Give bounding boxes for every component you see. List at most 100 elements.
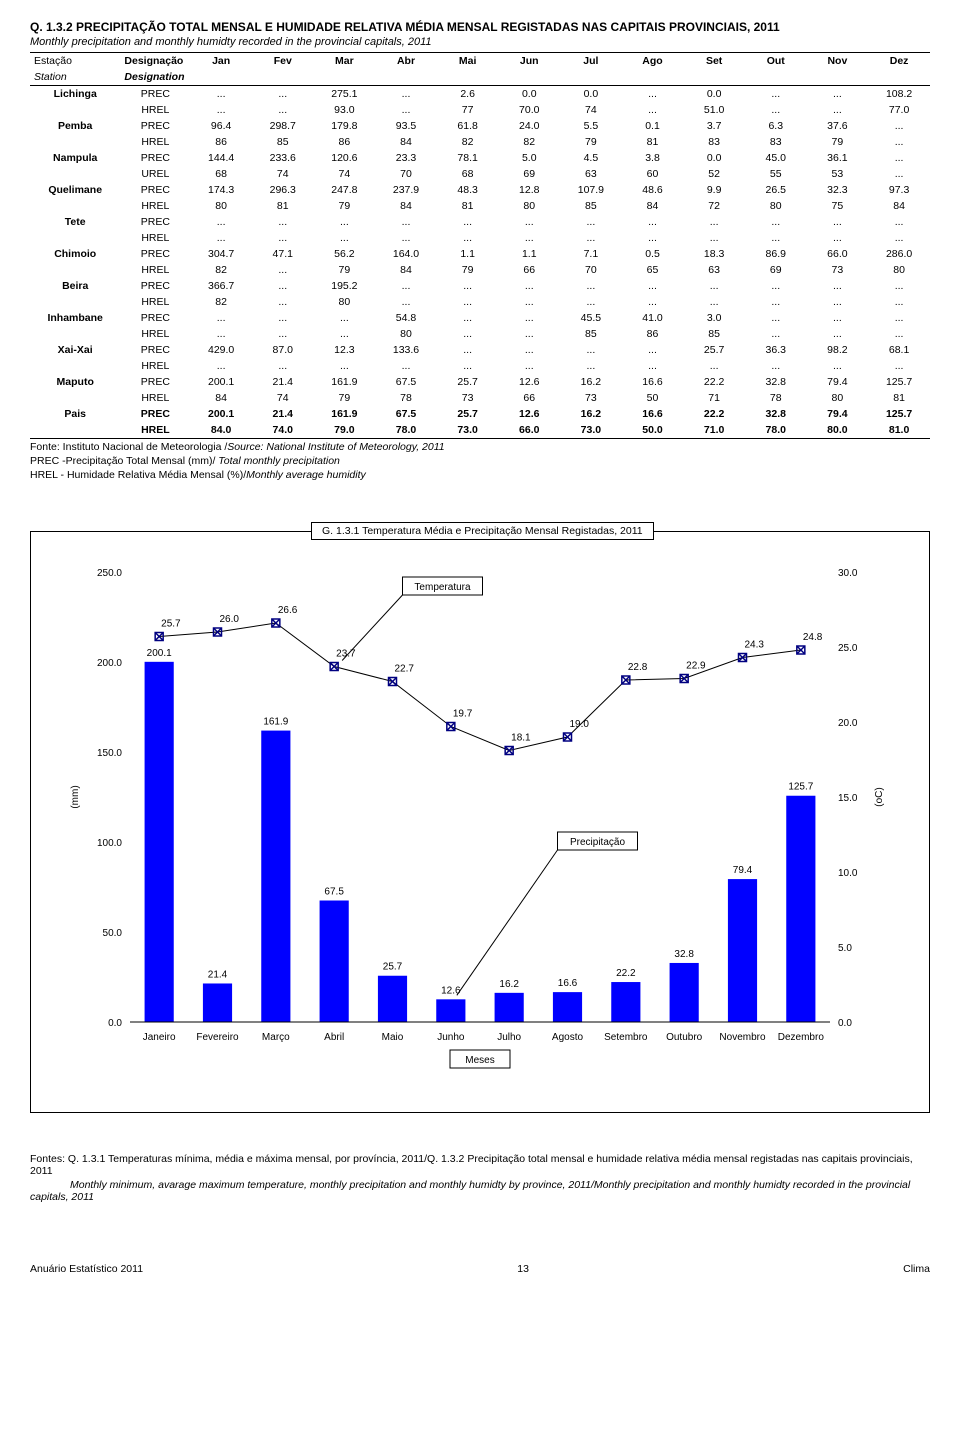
cell-value: 82 xyxy=(437,134,499,150)
hdr-station-en: Station xyxy=(30,69,120,86)
y2-tick: 10.0 xyxy=(838,868,858,879)
cell-value: 161.9 xyxy=(314,406,376,422)
cell-value: 0.0 xyxy=(498,86,560,103)
footer-left: Anuário Estatístico 2011 xyxy=(30,1263,143,1275)
cell-value: 51.0 xyxy=(683,102,745,118)
hdr-out: Out xyxy=(745,53,807,70)
cell-value: 71 xyxy=(683,390,745,406)
cell-value: ... xyxy=(498,310,560,326)
cell-value: 0.5 xyxy=(622,246,684,262)
cell-value: 84 xyxy=(375,198,437,214)
cell-value: 78 xyxy=(375,390,437,406)
y1-tick: 0.0 xyxy=(108,1018,122,1029)
cell-designation: PREC xyxy=(120,118,190,134)
cell-station xyxy=(30,326,120,342)
cell-value: ... xyxy=(314,358,376,374)
cell-value: 74 xyxy=(252,166,314,182)
cell-value: ... xyxy=(375,294,437,310)
cell-value: 98.2 xyxy=(807,342,869,358)
cell-station: Chimoio xyxy=(30,246,120,262)
bar-label: 25.7 xyxy=(383,962,403,973)
cell-designation: PREC xyxy=(120,86,190,103)
cell-designation: HREL xyxy=(120,262,190,278)
cell-station: Inhambane xyxy=(30,310,120,326)
cell-value: 22.2 xyxy=(683,374,745,390)
cell-value: 237.9 xyxy=(375,182,437,198)
cell-value: 16.2 xyxy=(560,374,622,390)
cell-value: ... xyxy=(190,358,252,374)
cell-value: 12.6 xyxy=(498,374,560,390)
cell-designation: PREC xyxy=(120,310,190,326)
cell-value: ... xyxy=(437,358,499,374)
cell-value: 80.0 xyxy=(807,422,869,439)
cell-designation: UREL xyxy=(120,166,190,182)
cell-value: 2.6 xyxy=(437,86,499,103)
cell-value: ... xyxy=(807,214,869,230)
cell-station: Beira xyxy=(30,278,120,294)
cell-value: ... xyxy=(622,278,684,294)
callout-prec-leader xyxy=(457,850,558,995)
cell-value: ... xyxy=(868,150,930,166)
cell-value: 21.4 xyxy=(252,406,314,422)
category-label: Fevereiro xyxy=(196,1032,239,1043)
cell-value: 82 xyxy=(498,134,560,150)
table-title: Q. 1.3.2 PRECIPITAÇÃO TOTAL MENSAL E HUM… xyxy=(30,20,930,34)
cell-value: 25.7 xyxy=(437,374,499,390)
note-source: Fonte: Instituto Nacional de Meteorologi… xyxy=(30,441,227,453)
cell-value: 55 xyxy=(745,166,807,182)
table-subtitle: Monthly precipitation and monthly humidt… xyxy=(30,36,930,48)
cell-value: 247.8 xyxy=(314,182,376,198)
cell-value: 5.0 xyxy=(498,150,560,166)
cell-value: 70 xyxy=(560,262,622,278)
cell-value: 304.7 xyxy=(190,246,252,262)
hdr-desig-en: Designation xyxy=(120,69,190,86)
cell-value: 23.3 xyxy=(375,150,437,166)
cell-value: 275.1 xyxy=(314,86,376,103)
category-label: Março xyxy=(262,1032,290,1043)
cell-value: 82 xyxy=(190,294,252,310)
cell-value: 12.6 xyxy=(498,406,560,422)
cell-value: 5.5 xyxy=(560,118,622,134)
cell-station: Maputo xyxy=(30,374,120,390)
cell-value: ... xyxy=(375,358,437,374)
cell-value: 45.0 xyxy=(745,150,807,166)
cell-value: ... xyxy=(314,230,376,246)
cell-value: 45.5 xyxy=(560,310,622,326)
cell-value: 74.0 xyxy=(252,422,314,439)
cell-value: ... xyxy=(498,294,560,310)
table-row: HREL82...80........................... xyxy=(30,294,930,310)
cell-value: ... xyxy=(498,214,560,230)
hdr-desig-pt: Designação xyxy=(120,53,190,70)
cell-value: ... xyxy=(683,230,745,246)
cell-value: 22.2 xyxy=(683,406,745,422)
cell-value: 83 xyxy=(683,134,745,150)
cell-value: ... xyxy=(868,294,930,310)
cell-station xyxy=(30,198,120,214)
cell-value: 79.0 xyxy=(314,422,376,439)
cell-value: 1.1 xyxy=(498,246,560,262)
cell-value: 32.8 xyxy=(745,406,807,422)
category-label: Setembro xyxy=(604,1032,648,1043)
cell-value: 60 xyxy=(622,166,684,182)
y1-label: (mm) xyxy=(70,785,81,808)
bar xyxy=(436,999,465,1022)
cell-station xyxy=(30,102,120,118)
cell-value: 86.9 xyxy=(745,246,807,262)
cell-value: 80 xyxy=(190,198,252,214)
cell-value: ... xyxy=(252,262,314,278)
cell-designation: HREL xyxy=(120,230,190,246)
cell-value: 18.3 xyxy=(683,246,745,262)
bar-label: 32.8 xyxy=(674,949,694,960)
bar-label: 200.1 xyxy=(147,648,172,659)
table-row: HREL.................................... xyxy=(30,358,930,374)
cell-value: ... xyxy=(745,294,807,310)
cell-value: 87.0 xyxy=(252,342,314,358)
cell-value: ... xyxy=(868,230,930,246)
cell-value: 200.1 xyxy=(190,374,252,390)
cell-value: 67.5 xyxy=(375,374,437,390)
cell-value: 50.0 xyxy=(622,422,684,439)
cell-value: 78.1 xyxy=(437,150,499,166)
cell-value: 66.0 xyxy=(498,422,560,439)
cell-value: ... xyxy=(683,358,745,374)
bar-label: 161.9 xyxy=(263,717,288,728)
